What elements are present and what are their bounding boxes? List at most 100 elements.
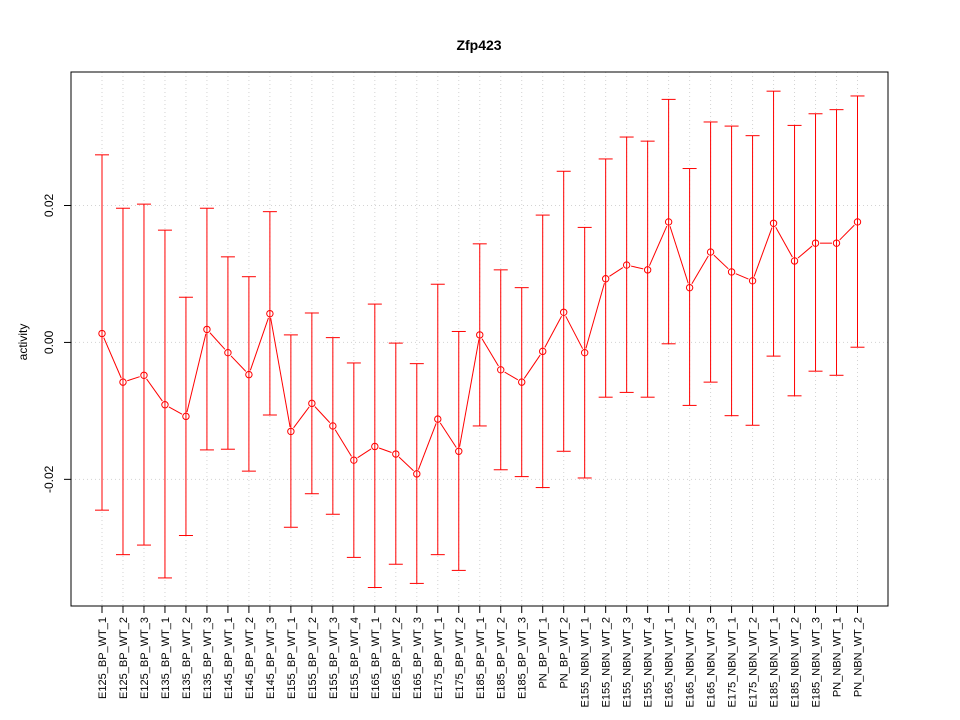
series-segment [146,378,163,402]
x-tick-label: E145_BP_WT_3 [265,617,277,699]
data-point [98,329,106,338]
series-segment [544,316,563,348]
x-tick-label: E175_NBN_WT_2 [748,617,760,708]
series-segment [753,227,773,277]
series-segment [585,282,605,349]
data-point [539,347,547,356]
data-point [413,470,421,478]
x-tick-label: E135_BP_WT_1 [160,617,172,699]
data-point [706,248,715,256]
x-tick-label: E145_BP_WT_1 [223,617,235,699]
x-tick-label: E165_NBN_WT_2 [685,617,697,708]
x-tick-label: E155_BP_WT_4 [349,617,361,699]
data-point [518,378,526,386]
x-tick-label: E185_NBN_WT_3 [811,617,823,708]
x-tick-label: E125_BP_WT_3 [139,617,151,699]
series-segment [691,255,709,285]
series-line [103,224,855,472]
series-segment [523,354,541,379]
series-segment [839,224,855,241]
series-segment [775,226,793,258]
data-point [182,412,190,421]
series-segment [504,371,519,381]
x-tick-label: E135_BP_WT_3 [202,617,214,699]
x-axis-labels: E125_BP_WT_1 E125_BP_WT_2 E125_BP_WT_3 E135… [97,605,865,708]
series-segment [186,333,207,413]
data-point [434,415,442,423]
series-segment [209,332,226,350]
series-segment [398,456,414,472]
data-point [790,257,799,265]
series-segment [417,423,437,470]
series-segment [334,429,352,457]
series-segment [669,226,689,284]
data-point [287,427,295,436]
data-point [371,442,379,451]
series-segment [481,338,499,367]
data-point [119,378,127,386]
x-tick-label: E155_BP_WT_3 [328,617,340,699]
x-tick-label: E145_BP_WT_2 [244,617,256,699]
x-tick-label: E155_NBN_WT_2 [601,617,613,708]
x-tick-label: E165_NBN_WT_3 [706,617,718,708]
series-segment [713,254,729,270]
data-point [350,456,358,464]
x-tick-label: E165_BP_WT_1 [370,617,382,699]
x-tick-label: E185_NBN_WT_1 [769,617,781,708]
data-points [98,218,862,478]
data-point [455,447,463,455]
x-tick-label: E185_BP_WT_3 [517,617,529,699]
data-point [748,277,757,285]
series-segment [378,447,392,453]
x-tick-label: E185_NBN_WT_2 [790,617,802,708]
data-point [769,219,778,228]
plot-frame [70,71,889,607]
data-point [266,309,274,318]
data-point [811,239,820,247]
x-tick-label: E125_BP_WT_1 [97,617,109,699]
series-segment [357,448,372,459]
chart-title: Zfp423 [456,37,501,53]
series-segment [648,225,668,266]
x-tick-label: E135_BP_WT_2 [181,617,193,699]
x-tick-label: PN_NBN_WT_1 [832,617,844,697]
series-segment [439,422,457,448]
data-point [245,370,253,379]
error-bars [95,90,865,589]
x-tick-label: E165_BP_WT_2 [391,617,403,699]
x-tick-label: E185_BP_WT_1 [475,617,487,699]
x-tick-label: E155_NBN_WT_4 [643,617,655,708]
data-point [664,218,673,226]
series-segment [168,406,183,415]
series-segment [127,376,140,382]
data-point [476,331,484,339]
series-segment [459,339,480,447]
x-tick-label: E175_NBN_WT_1 [727,617,739,708]
series-segment [609,267,624,277]
x-tick-label: PN_BP_WT_1 [538,617,550,689]
x-tick-label: E175_BP_WT_2 [454,617,466,699]
data-point [329,422,337,430]
data-point [601,275,610,283]
data-point [140,371,148,379]
series-segment [314,406,331,423]
data-point [685,283,694,292]
series-segment [270,318,291,428]
y-tick-label: 0.02 [42,193,56,217]
x-tick-label: E155_NBN_WT_1 [580,617,592,708]
series-segment [630,265,644,270]
data-point [853,218,862,226]
data-point [622,261,631,269]
x-tick-label: E165_BP_WT_3 [412,617,424,699]
data-point [203,325,211,334]
data-point [580,348,589,357]
data-point [497,366,505,374]
series-segment [249,317,269,371]
x-tick-label: E155_NBN_WT_3 [622,617,634,708]
x-tick-label: E175_BP_WT_1 [433,617,445,699]
x-tick-label: PN_BP_WT_2 [559,617,571,689]
y-axis: -0.02 0.00 0.02 [42,193,72,493]
x-tick-label: PN_NBN_WT_2 [853,617,865,697]
y-tick-label: -0.02 [42,465,56,493]
x-tick-label: E155_BP_WT_2 [307,617,319,699]
